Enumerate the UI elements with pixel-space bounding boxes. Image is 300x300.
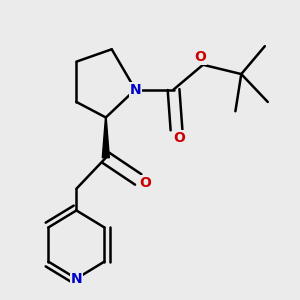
Text: O: O <box>173 130 185 145</box>
Text: O: O <box>140 176 152 190</box>
Text: O: O <box>194 50 206 64</box>
Polygon shape <box>102 118 110 158</box>
Text: N: N <box>70 272 82 286</box>
Text: N: N <box>130 82 141 97</box>
